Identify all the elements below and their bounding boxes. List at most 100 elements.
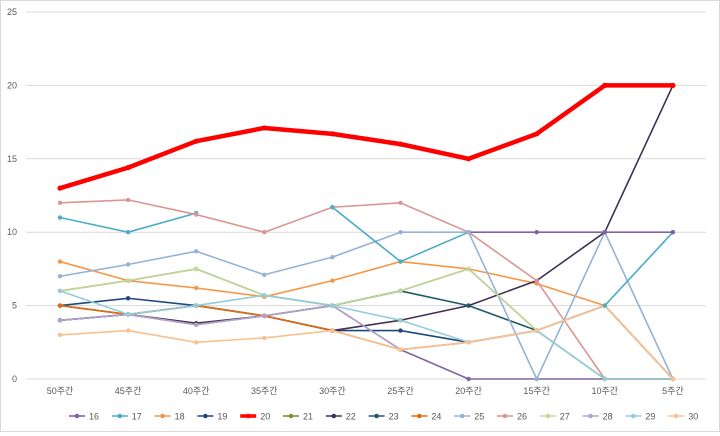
y-tick-label: 20 <box>7 80 17 90</box>
data-point-30 <box>330 328 335 333</box>
data-point-28 <box>57 318 63 323</box>
legend-item-22[interactable]: 22 <box>325 412 356 422</box>
legend-label: 25 <box>474 412 484 422</box>
data-point-extra-0 <box>602 303 607 308</box>
data-point-30 <box>125 328 131 333</box>
legend-swatch-marker <box>459 413 465 419</box>
legend-item-29[interactable]: 29 <box>625 412 655 422</box>
legend-item-26[interactable]: 26 <box>497 412 527 422</box>
legend-label: 30 <box>688 412 698 422</box>
legend-label: 27 <box>560 412 570 422</box>
x-tick-label: 25주간 <box>387 386 414 396</box>
x-tick-label: 50주간 <box>47 386 74 396</box>
data-point-20 <box>466 156 472 162</box>
data-point-28 <box>262 313 267 319</box>
data-point-26 <box>194 212 199 217</box>
data-point-26 <box>57 200 63 206</box>
data-point-29 <box>57 288 63 294</box>
y-tick-label: 25 <box>7 7 17 17</box>
series-line-19 <box>59 297 674 380</box>
legend-item-16[interactable]: 16 <box>69 412 99 422</box>
x-tick-label: 20주간 <box>455 386 482 396</box>
legend-label: 26 <box>517 412 527 422</box>
legend-item-25[interactable]: 25 <box>454 412 484 422</box>
series-line-20 <box>59 83 673 191</box>
series-line-22 <box>59 85 674 332</box>
series-line-30 <box>59 304 674 380</box>
x-tick-label: 35주간 <box>251 386 278 396</box>
data-point-24 <box>57 303 63 308</box>
x-tick-label: 30주간 <box>319 386 346 396</box>
data-point-29 <box>194 303 199 308</box>
x-tick-label: 5주간 <box>662 386 684 396</box>
data-point-30 <box>670 376 676 382</box>
data-point-extra-1 <box>670 230 676 235</box>
x-tick-label: 15주간 <box>523 386 550 396</box>
legend-swatch-marker <box>502 413 508 419</box>
legend-item-27[interactable]: 27 <box>539 412 570 422</box>
data-point-extra-2 <box>466 230 471 235</box>
legend-item-24[interactable]: 24 <box>411 412 441 422</box>
series-line-extra-0 <box>604 231 674 307</box>
data-point-29 <box>262 293 267 298</box>
data-point-18 <box>57 259 63 264</box>
x-axis-ticks: 50주간 45주간 40주간 35주간 30주간 25주간 20주간 15주간 10주간 5주간 <box>47 386 684 396</box>
legend-label: 24 <box>431 412 441 422</box>
legend-swatch-marker <box>203 413 208 419</box>
data-point-25 <box>534 376 539 382</box>
gridlines <box>26 11 706 380</box>
data-point-25 <box>398 230 403 235</box>
legend-swatch-marker <box>631 413 636 419</box>
legend-swatch-marker <box>374 413 379 419</box>
legend-item-18[interactable]: 18 <box>154 412 185 422</box>
legend-item-17[interactable]: 17 <box>111 412 142 422</box>
data-point-29 <box>602 376 607 382</box>
legend-item-19[interactable]: 19 <box>197 412 227 422</box>
data-point-19 <box>398 328 403 333</box>
series-line-25 <box>59 231 674 380</box>
legend-item-21[interactable]: 21 <box>283 412 313 422</box>
x-tick-label: 10주간 <box>592 386 619 396</box>
data-point-29 <box>330 303 335 308</box>
data-point-20 <box>329 131 335 137</box>
data-point-18 <box>330 278 335 283</box>
legend-item-23[interactable]: 23 <box>368 412 399 422</box>
legend-item-30[interactable]: 30 <box>668 412 698 422</box>
data-point-19 <box>125 296 131 301</box>
data-point-16 <box>466 376 471 382</box>
y-tick-label: 15 <box>7 154 17 164</box>
data-point-extra-1 <box>602 230 607 235</box>
series-line-29 <box>59 290 673 380</box>
y-tick-label: 5 <box>12 301 17 311</box>
legend-label: 22 <box>346 412 356 422</box>
data-point-25 <box>57 274 63 279</box>
legend-swatch-marker <box>417 413 422 419</box>
data-point-26 <box>125 197 131 203</box>
data-point-17 <box>57 215 63 220</box>
data-point-extra-1 <box>534 230 539 235</box>
series-lines <box>57 82 676 382</box>
series-line-17 <box>59 212 197 233</box>
data-point-23 <box>466 303 471 308</box>
legend-item-20[interactable]: 20 <box>240 412 270 422</box>
data-point-26 <box>398 200 403 206</box>
data-point-28 <box>194 322 199 327</box>
x-tick-label: 45주간 <box>115 386 142 396</box>
legend-swatch-marker <box>245 413 251 419</box>
data-point-29 <box>398 318 403 323</box>
legend-item-28[interactable]: 28 <box>582 412 613 422</box>
series-line-16 <box>59 304 673 380</box>
x-tick-label: 40주간 <box>183 386 210 396</box>
data-point-29 <box>125 312 131 317</box>
data-point-20 <box>125 165 131 171</box>
legend-label: 17 <box>132 412 142 422</box>
legend-label: 21 <box>303 412 313 422</box>
data-point-25 <box>125 262 131 267</box>
data-point-30 <box>57 332 63 338</box>
data-point-26 <box>534 278 539 283</box>
series-line-18 <box>59 260 674 380</box>
legend[interactable]: 16 17 18 19 20 21 22 23 24 25 26 27 28 29 30 <box>69 412 698 422</box>
legend-swatch-marker <box>673 413 679 419</box>
